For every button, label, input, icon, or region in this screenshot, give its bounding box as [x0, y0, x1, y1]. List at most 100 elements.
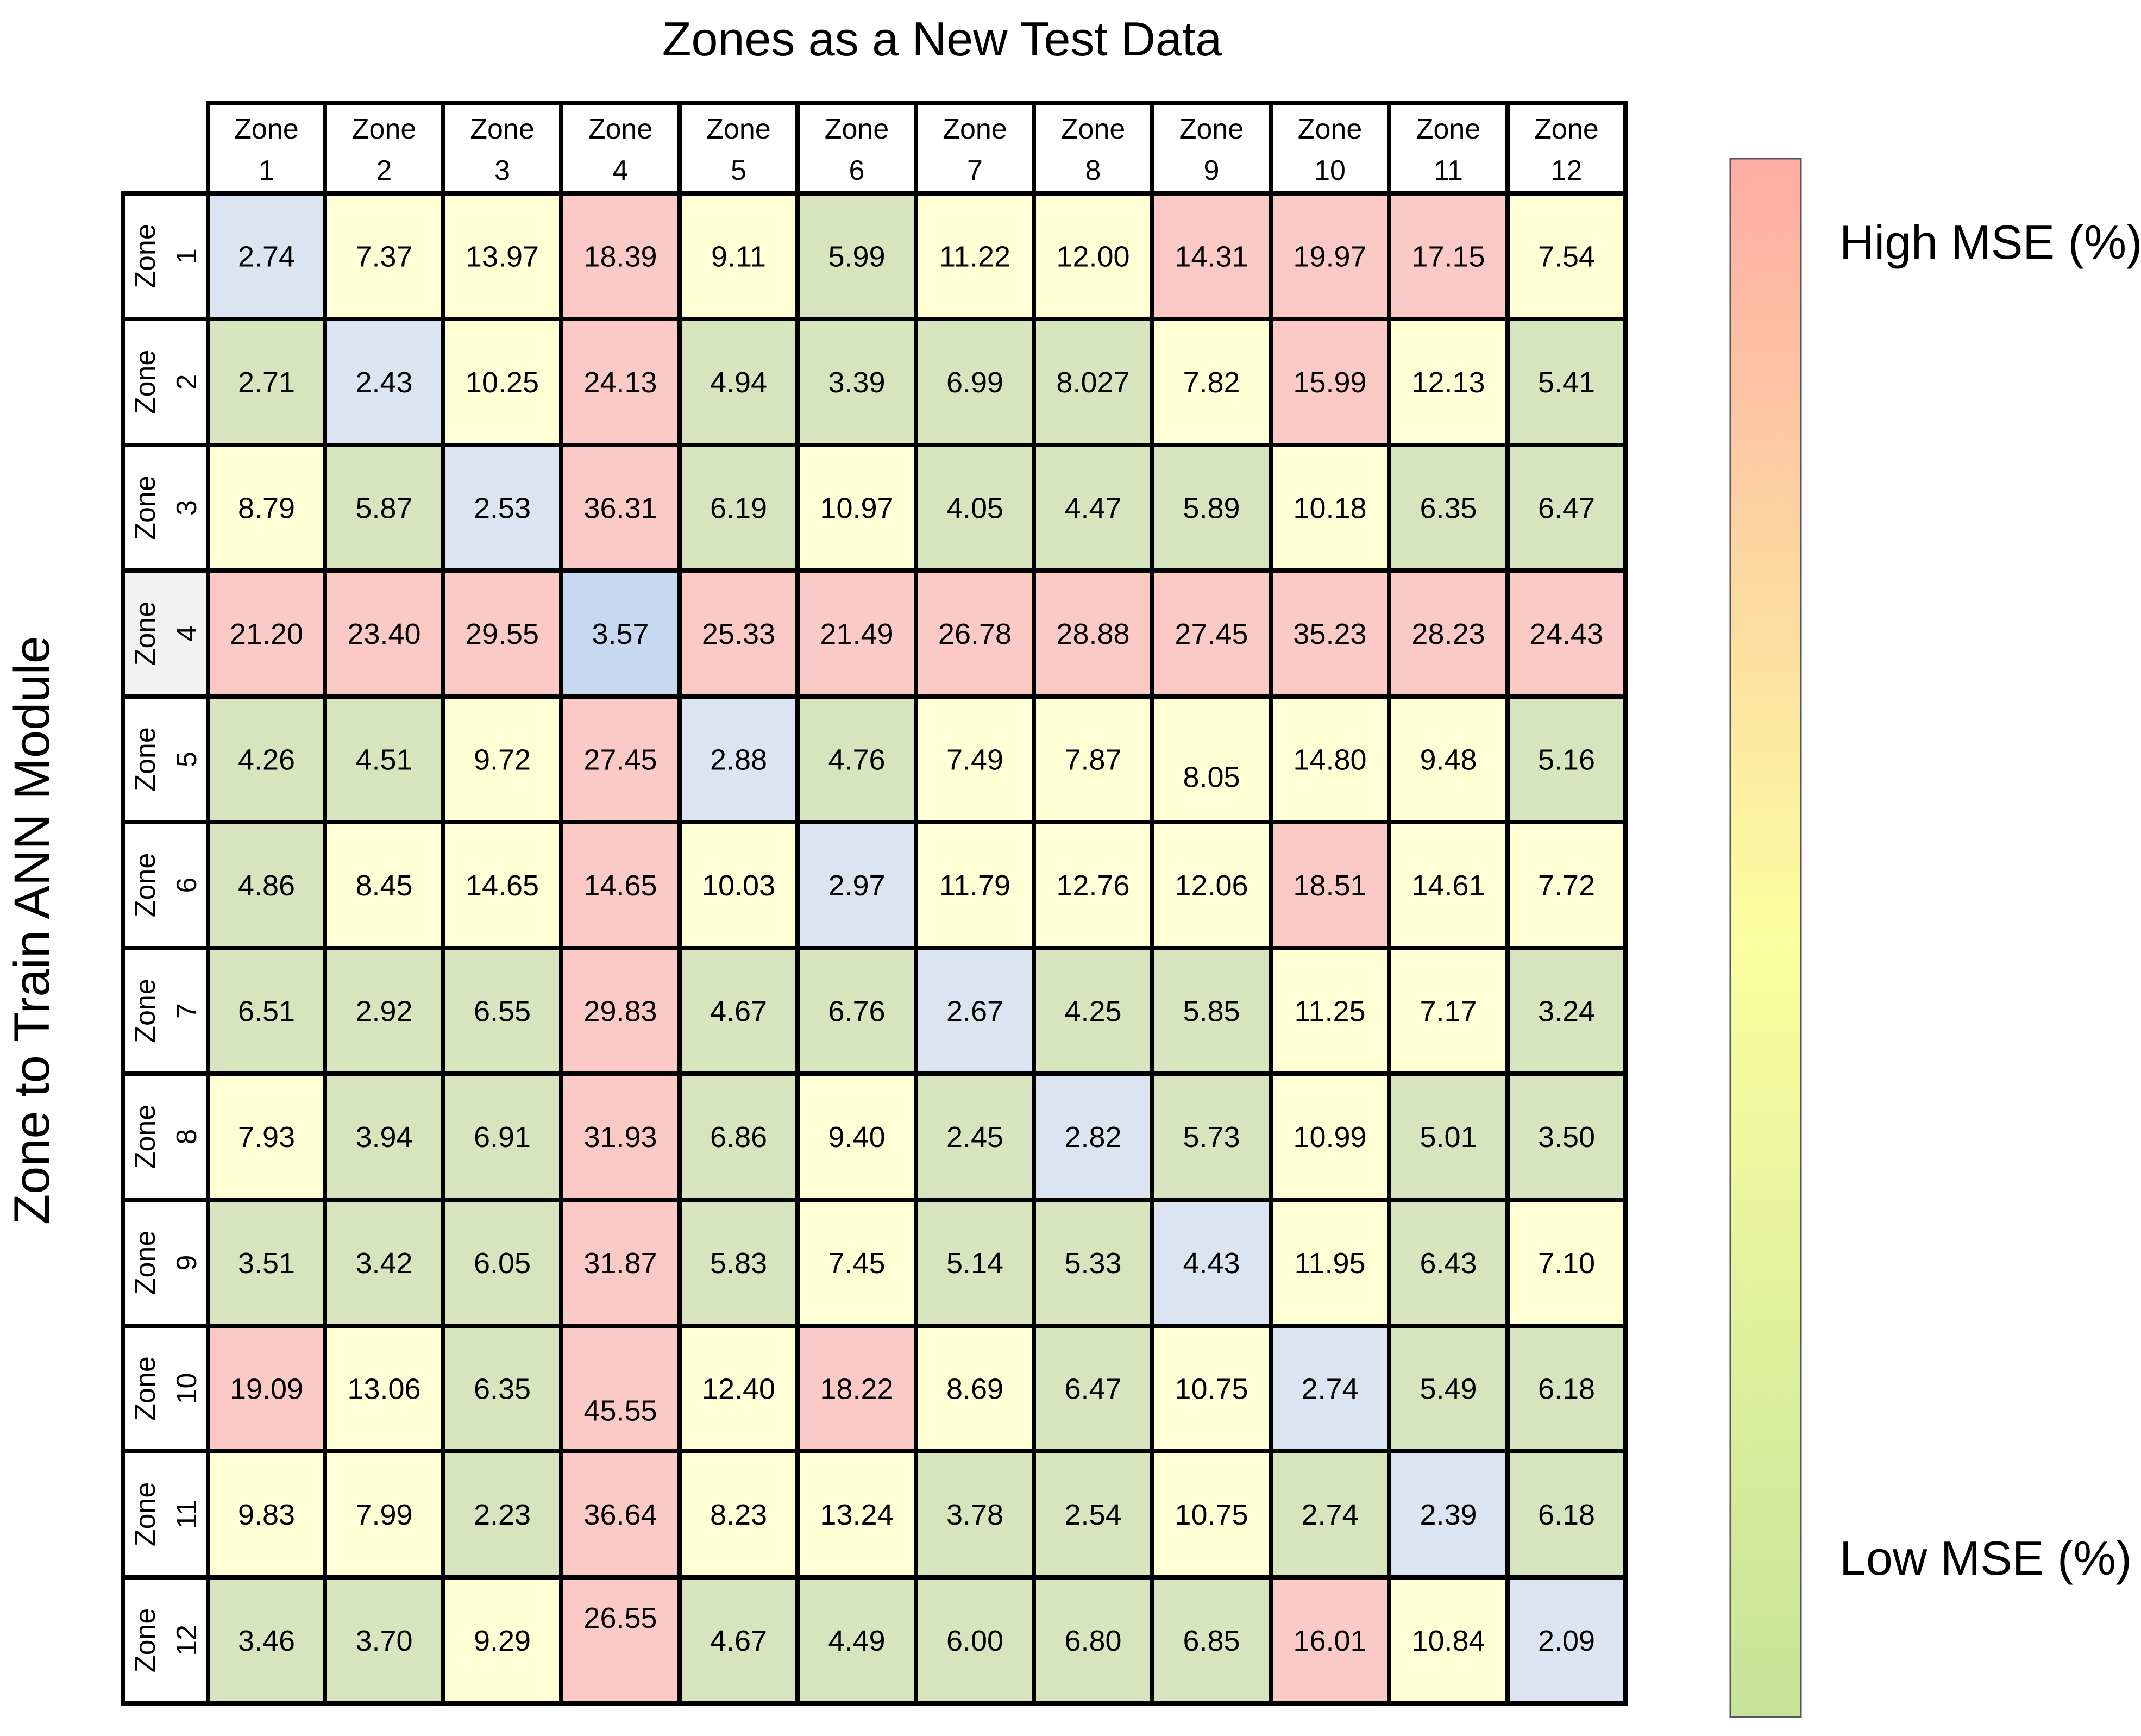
cell-value-label: 3.78: [946, 1499, 1003, 1531]
heatmap-cell: [1034, 822, 1152, 948]
cell-value-label: 7.10: [1538, 1247, 1595, 1280]
cell-value-label: 3.24: [1538, 995, 1595, 1028]
cell-value-label: 6.51: [238, 995, 295, 1028]
heatmap-cell: [680, 697, 798, 822]
legend-gradient-bar: [1729, 158, 1802, 1718]
cell-value-label: 7.17: [1420, 995, 1477, 1028]
cell-value-label: 11.79: [939, 869, 1010, 902]
heatmap-cell: [208, 1451, 325, 1577]
heatmap-cell: [1508, 697, 1625, 822]
heatmap-cell: [561, 1200, 680, 1326]
heatmap-cell: [325, 1074, 443, 1200]
heatmap-cell: [325, 1451, 443, 1577]
cell-value-label: 6.47: [1538, 492, 1595, 525]
heatmap-cell: [680, 1326, 798, 1451]
heatmap-cell: [916, 571, 1034, 697]
heatmap-cell: [798, 1326, 916, 1451]
heatmap-cell: [443, 571, 561, 697]
heatmap-cell: [916, 1451, 1034, 1577]
cell-value-label: 18.39: [583, 241, 657, 273]
cell-value-label: 4.47: [1064, 492, 1121, 525]
cell-value-label: 6.18: [1538, 1499, 1595, 1531]
heatmap-cell: [1152, 1451, 1271, 1577]
cell-value-label: 7.93: [238, 1121, 295, 1154]
cell-value-label: 5.16: [1538, 744, 1595, 776]
heatmap-cell: [1389, 445, 1508, 571]
cell-value-label: 21.49: [820, 618, 893, 650]
heatmap-cell: [325, 1326, 443, 1451]
cell-value-label: 13.06: [347, 1373, 420, 1406]
cell-value-label: 16.01: [1293, 1625, 1366, 1657]
heatmap-cell: [1034, 319, 1152, 445]
column-headers: Zone 1 Zone 2 Zone 3 Zone 4 Zone 5 Zone 6 Zone 7 Zone 8…: [234, 114, 1599, 186]
cell-value-label: 13.97: [466, 241, 539, 273]
cell-value-label: 4.51: [355, 744, 412, 776]
cell-value-label: 6.47: [1064, 1373, 1121, 1406]
cell-value-label: 2.23: [474, 1499, 531, 1531]
heatmap-cell: [916, 1074, 1034, 1200]
cell-value-label: 4.05: [946, 492, 1003, 525]
cell-value-label: 10.99: [1293, 1121, 1366, 1154]
row-header-label: Zone 4: [130, 601, 203, 666]
cell-value-label: 6.80: [1064, 1625, 1121, 1657]
row-header-label: Zone 11: [130, 1482, 203, 1547]
heatmap-cell: [325, 948, 443, 1074]
heatmap-cell: [1152, 1577, 1271, 1703]
heatmap-cell: [443, 193, 561, 319]
grid-lines: [121, 101, 1628, 1706]
cell-value-label: 14.61: [1411, 869, 1485, 902]
heatmap-cell: [208, 1200, 325, 1326]
cell-value-label: 8.79: [238, 492, 295, 525]
cell-value-label: 7.99: [355, 1499, 412, 1531]
heatmap-cell: [1389, 1200, 1508, 1326]
heatmap-cell: [325, 822, 443, 948]
cell-value-label: 2.74: [238, 241, 295, 273]
heatmap-cell: [1508, 948, 1625, 1074]
heatmap-cell: [1034, 571, 1152, 697]
row-header-label: Zone 12: [130, 1608, 203, 1673]
cell-value-label: 2.67: [946, 995, 1003, 1028]
legend-high-label: High MSE (%): [1839, 215, 2141, 269]
cell-value-label: 2.88: [710, 744, 767, 776]
cell-value-label: 4.76: [828, 744, 885, 776]
heatmap-cell: [798, 948, 916, 1074]
cell-value-label: 3.70: [355, 1625, 412, 1657]
cell-value-label: 11.22: [939, 241, 1010, 273]
heatmap-cell: [1508, 1326, 1625, 1451]
heatmap-cell: [798, 193, 916, 319]
heatmap-cell: [680, 822, 798, 948]
cell-value-label: 12.13: [1411, 366, 1485, 399]
heatmap-cell: [443, 1577, 561, 1703]
cell-value-label: 23.40: [347, 618, 420, 650]
heatmap-cell: [1034, 1577, 1152, 1703]
cell-value-label: 6.00: [946, 1625, 1003, 1657]
cell-value-label: 10.03: [702, 869, 775, 902]
cell-value-label: 6.35: [1420, 492, 1477, 525]
heatmap-cell: [798, 445, 916, 571]
cell-value-label: 5.73: [1183, 1121, 1240, 1154]
cell-value-label: 10.75: [1175, 1499, 1248, 1531]
cell-value-label: 31.87: [583, 1247, 657, 1280]
heatmap-cell: [798, 1577, 916, 1703]
heatmap-cell: [1508, 822, 1625, 948]
cell-value-label: 5.01: [1420, 1121, 1477, 1154]
column-header-label: Zone 10: [1298, 114, 1363, 186]
cell-value-label: 4.67: [710, 1625, 767, 1657]
cell-value-label: 6.99: [946, 366, 1003, 399]
cell-value-label: 7.37: [355, 241, 412, 273]
heatmap-cell: [680, 1577, 798, 1703]
heatmap-cell: [1152, 193, 1271, 319]
column-header-label: Zone 4: [588, 114, 653, 186]
cell-value-label: 15.99: [1293, 366, 1366, 399]
cell-value-label: 5.85: [1183, 995, 1240, 1028]
cell-value-label: 4.25: [1064, 995, 1121, 1028]
heatmap-cell: [1389, 948, 1508, 1074]
heatmap-cell: [1508, 1074, 1625, 1200]
heatmap-cell: [1271, 1200, 1389, 1326]
cell-value-label: 24.43: [1530, 618, 1603, 650]
cell-value-label: 19.09: [230, 1373, 303, 1406]
cell-value-label: 4.26: [238, 744, 295, 776]
cell-value-label: 25.33: [702, 618, 775, 650]
heatmap-cell: [1389, 319, 1508, 445]
heatmap-cell: [561, 1451, 680, 1577]
